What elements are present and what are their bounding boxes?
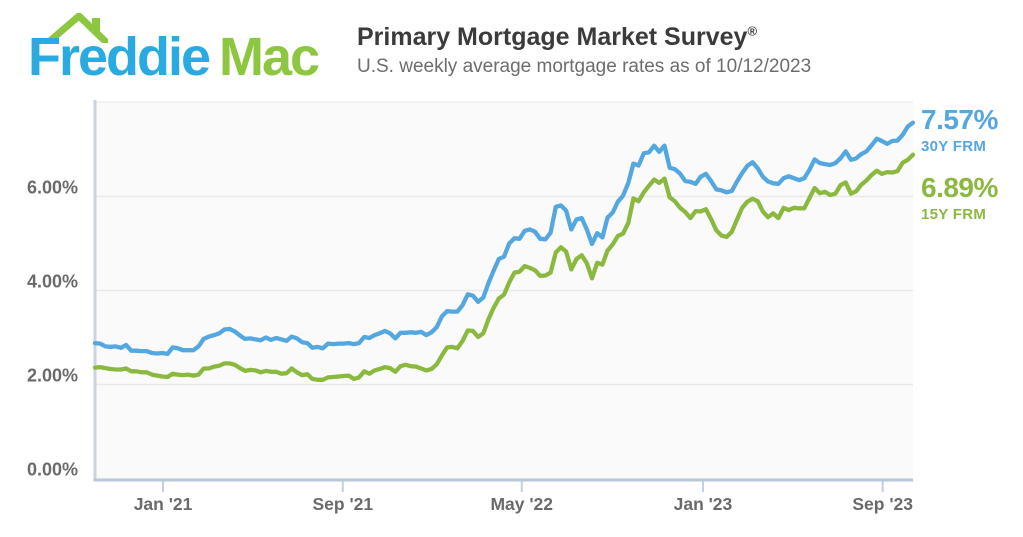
y-axis-label: 6.00% (27, 178, 78, 198)
rate-value-15y: 6.89% (921, 172, 998, 204)
x-axis-label: May '22 (490, 494, 553, 514)
roof-icon (48, 13, 108, 43)
page-title: Primary Mortgage Market Survey® (357, 22, 811, 52)
page-title-text: Primary Mortgage Market Survey (357, 23, 748, 51)
y-axis-label: 4.00% (27, 272, 78, 292)
logo-wordmark: Freddie Mac (28, 27, 320, 87)
x-axis-label: Sep '23 (852, 494, 913, 514)
y-axis-label: 0.00% (27, 460, 78, 480)
rate-label-30y: 30Y FRM (921, 138, 987, 156)
page-subtitle: U.S. weekly average mortgage rates as of… (357, 56, 812, 77)
line-30y-frm (92, 120, 916, 357)
registered-mark: ® (747, 23, 758, 39)
freddie-mac-logo: Freddie Mac (28, 6, 348, 92)
current-rate-callouts: 7.57% 30Y FRM 6.89% 15Y FRM (921, 104, 1021, 240)
x-axis-label: Sep '21 (312, 494, 373, 514)
logo-word-freddie: Freddie (28, 27, 211, 87)
title-block: Primary Mortgage Market Survey® U.S. wee… (357, 22, 811, 78)
rate-value-30y: 7.57% (921, 104, 998, 135)
x-axis-label: Jan '23 (674, 494, 733, 514)
line-15y-frm (92, 152, 916, 382)
y-axis-label: 2.00% (27, 366, 78, 386)
logo-word-mac: Mac (219, 27, 320, 87)
x-axis-label: Jan '21 (134, 494, 193, 514)
rate-callout-30y: 7.57% 30Y FRM (921, 104, 1021, 155)
rate-callout-15y: 6.89% 15Y FRM (921, 172, 1021, 223)
rate-label-15y: 15Y FRM (921, 206, 987, 224)
